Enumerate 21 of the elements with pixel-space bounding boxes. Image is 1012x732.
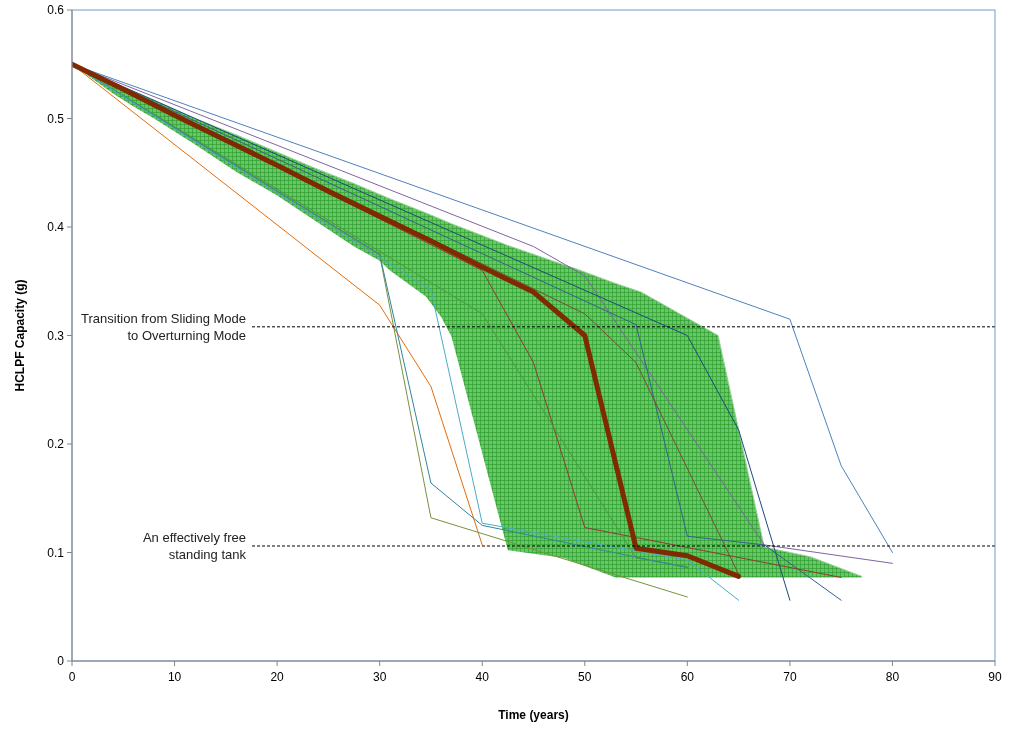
- y-tick-label: 0.5: [47, 111, 65, 126]
- x-tick-label: 90: [988, 670, 1002, 684]
- y-tick-label: 0.6: [47, 3, 65, 18]
- x-tick-label: 20: [270, 670, 285, 684]
- y-tick-label: 0.1: [47, 545, 65, 560]
- x-tick-label: 50: [578, 670, 592, 684]
- ref-line-label: An effectively free standing tank: [142, 529, 247, 562]
- y-tick-label: 0.4: [47, 220, 65, 235]
- y-tick-label: 0.2: [47, 437, 65, 452]
- y-tick-label: 0.3: [47, 328, 65, 343]
- x-tick-label: 70: [783, 670, 797, 684]
- x-tick-label: 30: [372, 670, 387, 684]
- y-axis-title: HCLPF Capacity (g): [13, 279, 27, 392]
- ref-line-label: Transition from Sliding Mode to Overturning Mode: [81, 310, 246, 343]
- x-tick-label: 60: [680, 670, 695, 684]
- x-tick-label: 10: [167, 670, 182, 684]
- x-tick-label: 40: [475, 670, 490, 684]
- x-tick-label: 80: [885, 670, 900, 684]
- x-axis-title: Time (years): [498, 708, 569, 722]
- x-tick-label: 0: [68, 670, 76, 684]
- y-tick-label: 0: [57, 654, 65, 669]
